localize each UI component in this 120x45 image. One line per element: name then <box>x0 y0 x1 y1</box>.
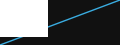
Bar <box>0 0 48 37</box>
